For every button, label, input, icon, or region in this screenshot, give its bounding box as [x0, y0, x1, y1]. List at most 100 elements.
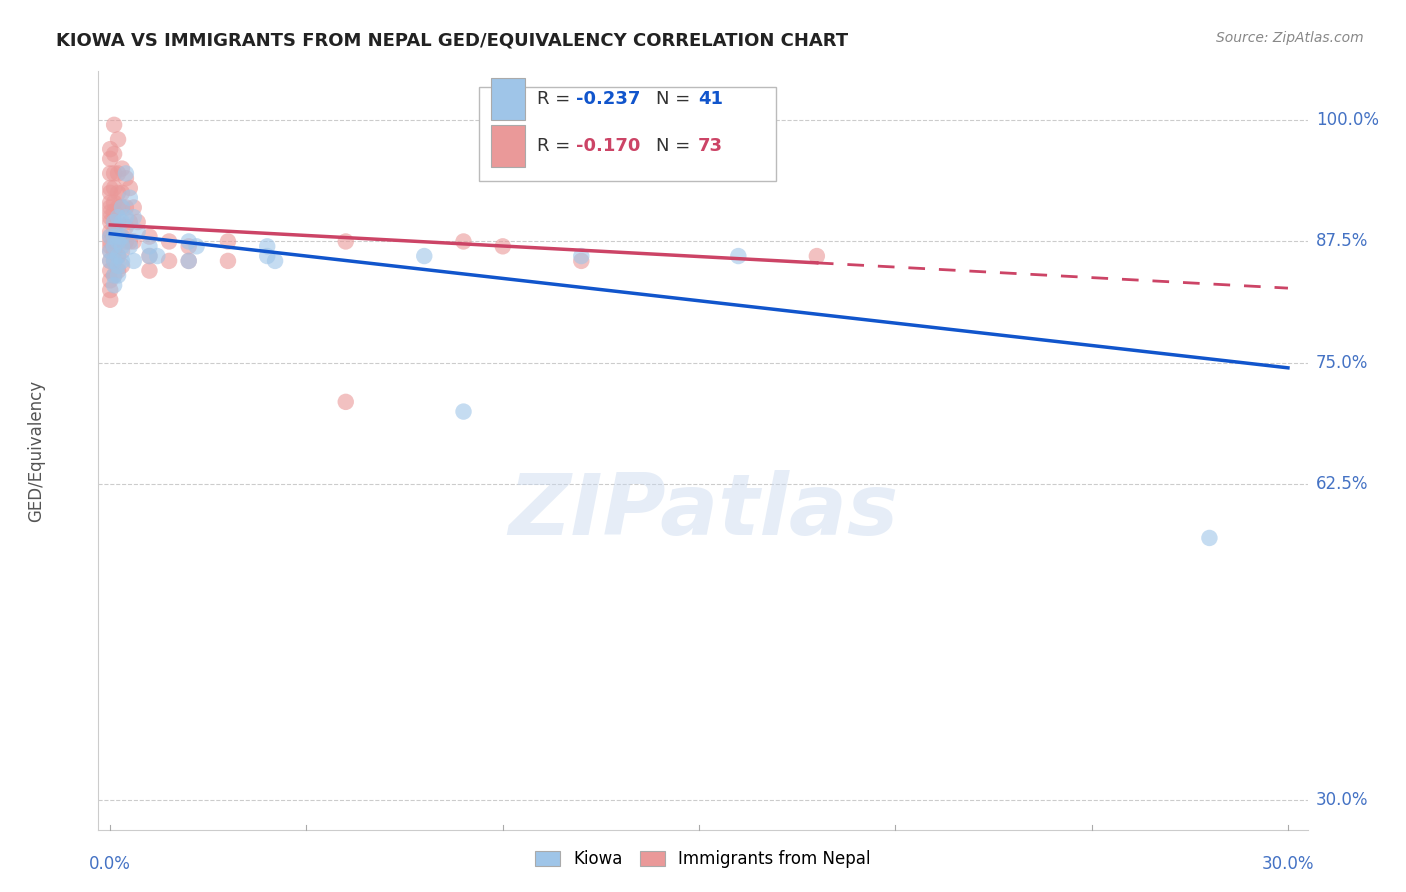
Point [107, 229, 129, 244]
Point [217, 254, 239, 268]
Point [107, 235, 129, 249]
Point [98, 186, 121, 200]
Point [806, 249, 828, 263]
Point [138, 249, 160, 263]
Point [122, 235, 145, 249]
Point [157, 235, 180, 249]
Text: N =: N = [655, 90, 696, 108]
Point [115, 235, 138, 249]
Point [103, 235, 125, 249]
Text: 30.0%: 30.0% [1316, 791, 1368, 809]
Point [98, 283, 121, 297]
Point [107, 249, 129, 263]
Point [146, 249, 169, 263]
Point [138, 239, 160, 253]
Point [98, 254, 121, 268]
Point [98, 142, 121, 156]
Point [107, 259, 129, 273]
Point [107, 268, 129, 283]
Point [103, 181, 125, 195]
Point [111, 229, 134, 244]
Point [177, 239, 200, 253]
Point [138, 229, 160, 244]
Point [122, 201, 145, 215]
Point [413, 249, 436, 263]
Point [98, 263, 121, 277]
Point [569, 254, 592, 268]
Point [107, 263, 129, 277]
Point [103, 244, 125, 259]
Point [98, 244, 121, 259]
Point [98, 235, 121, 249]
Point [103, 278, 125, 293]
Point [103, 147, 125, 161]
Point [115, 171, 138, 186]
Text: ZIPatlas: ZIPatlas [508, 469, 898, 553]
Point [107, 210, 129, 224]
Point [111, 201, 134, 215]
Point [138, 249, 160, 263]
Text: 62.5%: 62.5% [1316, 475, 1368, 493]
Point [453, 404, 475, 418]
Point [98, 210, 121, 224]
Point [335, 395, 357, 409]
Point [98, 254, 121, 268]
Point [111, 201, 134, 215]
Point [103, 229, 125, 244]
Point [98, 181, 121, 195]
Point [127, 225, 149, 239]
Point [111, 259, 134, 273]
Point [335, 235, 357, 249]
Point [103, 268, 125, 283]
Point [107, 201, 129, 215]
Point [492, 239, 515, 253]
Point [569, 249, 592, 263]
Point [727, 249, 749, 263]
Point [177, 254, 200, 268]
Text: 75.0%: 75.0% [1316, 354, 1368, 372]
Point [138, 263, 160, 277]
Text: R =: R = [537, 137, 576, 155]
Point [186, 239, 208, 253]
Text: -0.170: -0.170 [576, 137, 640, 155]
Point [157, 254, 180, 268]
Point [98, 293, 121, 307]
Point [103, 268, 125, 283]
Point [115, 210, 138, 224]
Point [256, 239, 278, 253]
Point [177, 235, 200, 249]
Point [111, 239, 134, 253]
Point [177, 254, 200, 268]
Point [107, 249, 129, 263]
Point [103, 118, 125, 132]
Text: N =: N = [655, 137, 696, 155]
Point [103, 239, 125, 253]
Point [103, 215, 125, 229]
Text: 87.5%: 87.5% [1316, 233, 1368, 251]
FancyBboxPatch shape [492, 126, 526, 167]
Point [103, 166, 125, 180]
Point [122, 210, 145, 224]
Text: 100.0%: 100.0% [1316, 111, 1379, 129]
Point [98, 201, 121, 215]
Point [115, 166, 138, 180]
Point [111, 229, 134, 244]
Point [98, 195, 121, 210]
Point [118, 181, 141, 195]
Point [118, 235, 141, 249]
Point [111, 244, 134, 259]
Point [256, 249, 278, 263]
Point [107, 215, 129, 229]
Point [122, 254, 145, 268]
Point [111, 215, 134, 229]
Point [127, 215, 149, 229]
Point [103, 254, 125, 268]
Point [98, 166, 121, 180]
Point [98, 225, 121, 239]
Point [1198, 531, 1220, 545]
Point [98, 229, 121, 244]
Point [98, 239, 121, 253]
Point [264, 254, 287, 268]
Text: Source: ZipAtlas.com: Source: ZipAtlas.com [1216, 31, 1364, 45]
Point [217, 235, 239, 249]
